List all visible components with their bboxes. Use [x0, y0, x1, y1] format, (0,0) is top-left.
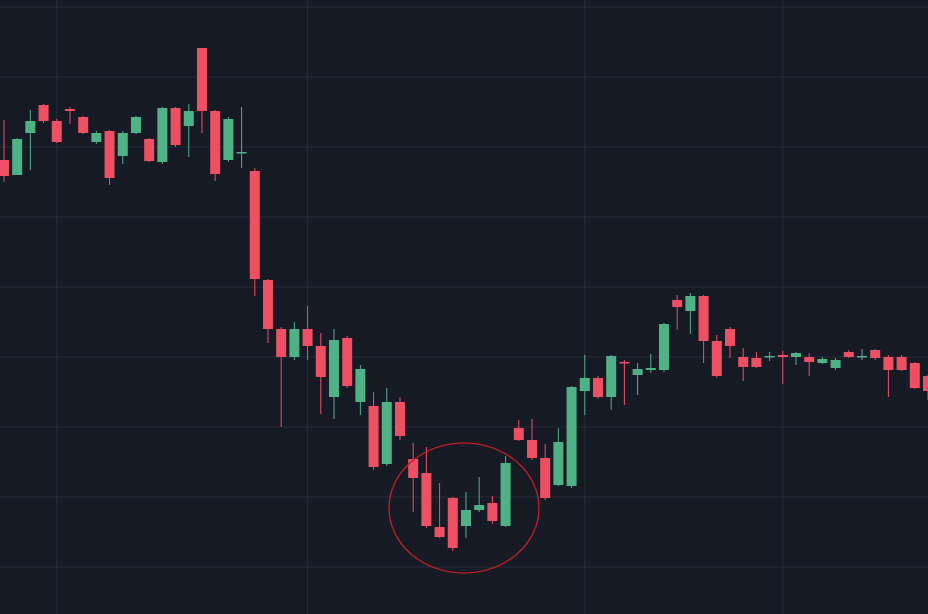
candle-body	[790, 353, 801, 357]
candle-body	[381, 402, 392, 464]
candle-body	[421, 473, 432, 526]
candle-body	[289, 329, 300, 357]
candle-body	[25, 121, 36, 133]
candle-body	[157, 108, 168, 162]
candle-body	[223, 119, 234, 160]
candle-body	[751, 358, 762, 367]
candle-body	[738, 357, 749, 367]
candle-body	[804, 357, 815, 362]
candle-body	[276, 329, 287, 357]
candle-body	[394, 402, 405, 436]
candle-body	[672, 300, 683, 307]
candle-body	[51, 121, 62, 142]
candle-body	[883, 357, 894, 370]
candle-body	[553, 442, 564, 485]
candle-body	[764, 356, 775, 358]
candle-body	[368, 406, 379, 467]
candle-body	[130, 117, 141, 133]
candle-body	[513, 428, 524, 440]
candle-body	[632, 369, 643, 375]
candle-body	[896, 357, 907, 370]
candle-body	[487, 503, 498, 521]
candle-body	[777, 355, 788, 357]
candle-body	[579, 378, 590, 391]
candle-body	[500, 463, 511, 526]
candle-body	[434, 527, 445, 537]
candle-body	[210, 111, 221, 174]
candle-body	[592, 378, 603, 397]
candle-body	[830, 360, 841, 368]
candle-body	[104, 131, 115, 178]
highlight-circle	[388, 442, 540, 574]
candle-body	[843, 352, 854, 357]
candle-body	[302, 329, 313, 346]
candle-body	[447, 498, 458, 548]
candle-body	[117, 133, 128, 156]
candle-body	[645, 368, 656, 370]
candle-body	[408, 459, 419, 478]
candle-body	[856, 356, 867, 358]
candle-body	[38, 105, 49, 121]
candle-body	[923, 376, 928, 391]
candle-body	[711, 341, 722, 376]
candle-body	[183, 111, 194, 126]
candle-body	[0, 160, 9, 176]
candle-body	[566, 387, 577, 486]
candle-body	[540, 458, 551, 498]
candle-body	[262, 280, 273, 329]
candle-body	[78, 117, 89, 133]
candle-body	[12, 139, 23, 175]
candle-body	[619, 362, 630, 364]
candle-body	[606, 356, 617, 397]
candle-body	[236, 152, 247, 154]
candle-body	[170, 108, 181, 145]
candle-body	[315, 346, 326, 377]
candle-body	[64, 109, 75, 111]
candle-body	[698, 296, 709, 341]
candle-body	[526, 440, 537, 458]
candle-body	[144, 139, 155, 161]
candles	[0, 48, 928, 551]
candle-body	[870, 350, 881, 358]
candle-body	[91, 133, 102, 142]
candle-body	[724, 329, 735, 346]
candle-body	[658, 324, 669, 370]
candle-body	[817, 359, 828, 363]
candle-body	[909, 363, 920, 388]
candle-body	[249, 171, 260, 279]
candle-body	[474, 505, 485, 510]
candle-body	[355, 369, 366, 402]
candle-body	[685, 296, 696, 311]
candle-body	[460, 510, 471, 526]
candle-body	[328, 340, 339, 397]
candle-body	[196, 48, 207, 111]
candle-body	[342, 338, 353, 386]
